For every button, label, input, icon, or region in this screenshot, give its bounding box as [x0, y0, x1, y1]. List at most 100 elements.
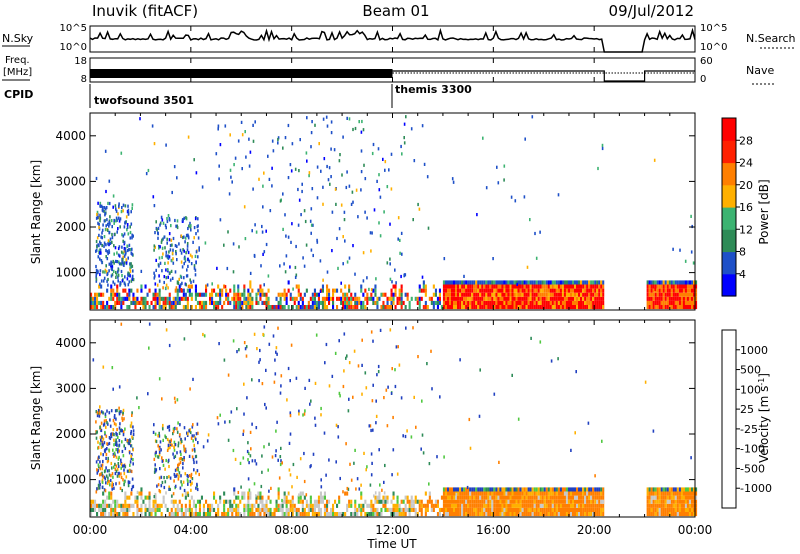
- power-cell: [646, 292, 649, 297]
- velocity-echo: [113, 438, 115, 442]
- velocity-cell: [479, 512, 482, 517]
- power-cell: [424, 284, 427, 289]
- power-cell: [485, 300, 488, 305]
- power-cell: [525, 296, 528, 301]
- power-echo: [123, 249, 126, 253]
- power-cell: [487, 296, 490, 301]
- velocity-cell: [263, 512, 266, 517]
- power-echo: [597, 166, 599, 171]
- power-cell: [537, 280, 540, 285]
- power-echo: [322, 278, 324, 282]
- power-cell: [658, 288, 661, 293]
- power-cell: [598, 300, 601, 305]
- power-cell: [374, 292, 377, 297]
- power-echo: [126, 244, 128, 248]
- power-cell: [340, 296, 343, 301]
- power-cell: [453, 305, 456, 310]
- velocity-cell: [301, 512, 304, 517]
- velocity-echo: [275, 429, 277, 433]
- velocity-echo: [349, 462, 351, 466]
- velocity-echo: [281, 461, 283, 465]
- power-colorbar-swatch: [722, 251, 736, 275]
- velocity-cell: [557, 487, 560, 492]
- power-cell: [553, 280, 556, 285]
- velocity-echo: [217, 422, 220, 426]
- power-cell: [670, 288, 673, 293]
- velocity-cell: [434, 499, 437, 504]
- velocity-cell: [461, 491, 464, 496]
- velocity-cell: [229, 507, 232, 512]
- power-cell: [487, 288, 490, 293]
- velocity-echo: [193, 468, 195, 472]
- velocity-echo: [117, 447, 119, 452]
- velocity-cell: [531, 491, 534, 496]
- velocity-echo: [136, 490, 139, 494]
- power-cell: [164, 296, 167, 301]
- power-echo: [262, 252, 264, 256]
- velocity-cell: [680, 507, 683, 512]
- velocity-cell: [319, 507, 322, 512]
- freq-tick-top: 18: [74, 56, 87, 67]
- power-cell: [672, 305, 675, 310]
- power-cell: [471, 280, 474, 285]
- power-cell: [378, 296, 381, 301]
- power-echo: [389, 277, 392, 281]
- power-cell: [523, 300, 526, 305]
- velocity-cell: [674, 495, 677, 500]
- velocity-cell: [420, 512, 423, 517]
- velocity-echo: [279, 462, 282, 467]
- velocity-cell: [295, 507, 298, 512]
- power-echo: [186, 274, 189, 278]
- power-cell: [188, 288, 191, 293]
- velocity-echo: [114, 453, 116, 457]
- velocity-cell: [523, 495, 526, 500]
- power-cell: [507, 305, 510, 310]
- velocity-cell: [505, 512, 508, 517]
- velocity-cell: [317, 495, 320, 500]
- velocity-echo: [338, 339, 340, 343]
- power-cell: [666, 300, 669, 305]
- power-echo: [161, 246, 164, 250]
- power-cell: [142, 296, 145, 301]
- velocity-cell: [287, 507, 290, 512]
- power-cell: [693, 305, 696, 310]
- velocity-cell: [128, 503, 131, 508]
- velocity-cell: [100, 507, 103, 512]
- power-cell: [473, 305, 476, 310]
- velocity-cell: [676, 507, 679, 512]
- power-cell: [459, 292, 462, 297]
- velocity-echo: [348, 397, 350, 401]
- velocity-cell: [598, 503, 601, 508]
- velocity-cell: [110, 512, 113, 517]
- velocity-echo: [258, 379, 260, 383]
- power-cell: [684, 280, 687, 285]
- power-cell: [674, 296, 677, 301]
- velocity-cell: [323, 491, 326, 496]
- velocity-cell: [582, 499, 585, 504]
- power-cell: [444, 305, 447, 310]
- power-cell: [481, 300, 484, 305]
- velocity-cell: [691, 512, 694, 517]
- velocity-cell: [392, 507, 395, 512]
- velocity-cell: [648, 507, 651, 512]
- power-echo: [331, 249, 333, 253]
- velocity-cell: [505, 495, 508, 500]
- velocity-cell: [539, 487, 542, 492]
- velocity-echo: [224, 420, 226, 424]
- velocity-cell: [180, 503, 183, 508]
- power-cell: [98, 300, 101, 305]
- beam-title: Beam 01: [362, 2, 429, 20]
- power-cell: [565, 288, 568, 293]
- power-cell: [447, 305, 450, 310]
- velocity-echo: [370, 330, 373, 334]
- power-cell: [501, 300, 504, 305]
- velocity-cell: [497, 491, 500, 496]
- velocity-echo: [130, 431, 132, 436]
- velocity-echo: [468, 417, 471, 422]
- power-cell: [346, 292, 349, 297]
- velocity-cell: [418, 507, 421, 512]
- velocity-echo: [120, 458, 122, 462]
- power-cell: [122, 296, 125, 301]
- power-cell: [94, 305, 97, 310]
- power-echo: [117, 227, 119, 231]
